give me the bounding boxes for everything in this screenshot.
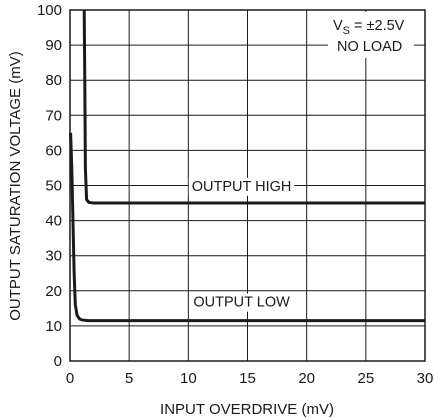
- series-line-output-low: [69, 132, 425, 323]
- annotation-bg: [190, 293, 294, 312]
- y-tick-labels: 0 10 20 30 40 50 60 70 80 90 100: [37, 2, 62, 370]
- x-tick-labels: 0 5 10 15 20 25 30: [66, 370, 434, 387]
- series-line-output-high: [82, 9, 425, 205]
- condition-supply-subscript: S: [343, 25, 350, 37]
- annotation-label: OUTPUT HIGH: [192, 179, 292, 195]
- y-tick-label: 100: [37, 2, 62, 19]
- y-tick-label: 10: [45, 318, 62, 335]
- x-tick-label: 30: [417, 370, 434, 387]
- y-tick-label: 0: [54, 353, 62, 370]
- y-tick-label: 90: [45, 37, 62, 54]
- x-axis-title: INPUT OVERDRIVE (mV): [160, 401, 334, 418]
- y-tick-label: 40: [45, 213, 62, 230]
- y-tick-label: 20: [45, 283, 62, 300]
- x-tick-label: 0: [66, 370, 74, 387]
- y-axis-title: OUTPUT SATURATION VOLTAGE (mV): [7, 51, 24, 320]
- annotation-bg: [188, 177, 295, 196]
- y-tick-label: 60: [45, 142, 62, 159]
- x-tick-label: 25: [357, 370, 374, 387]
- conditions-box-bg: [328, 12, 414, 58]
- condition-supply-value: = ±2.5V: [350, 18, 405, 34]
- y-tick-label: 30: [45, 248, 62, 265]
- y-tick-label: 70: [45, 107, 62, 124]
- x-tick-label: 20: [298, 370, 315, 387]
- x-tick-label: 5: [125, 370, 133, 387]
- y-tick-label: 50: [45, 178, 62, 195]
- y-tick-label: 80: [45, 72, 62, 89]
- data-series: [69, 9, 425, 323]
- x-tick-label: 15: [239, 370, 256, 387]
- x-tick-label: 10: [180, 370, 197, 387]
- annotation-label: OUTPUT LOW: [193, 295, 290, 311]
- plot-frame: [69, 9, 426, 362]
- annotations: OUTPUT HIGH OUTPUT LOW: [188, 177, 295, 312]
- condition-supply: VS = ±2.5V: [333, 18, 405, 37]
- condition-load: NO LOAD: [337, 39, 402, 55]
